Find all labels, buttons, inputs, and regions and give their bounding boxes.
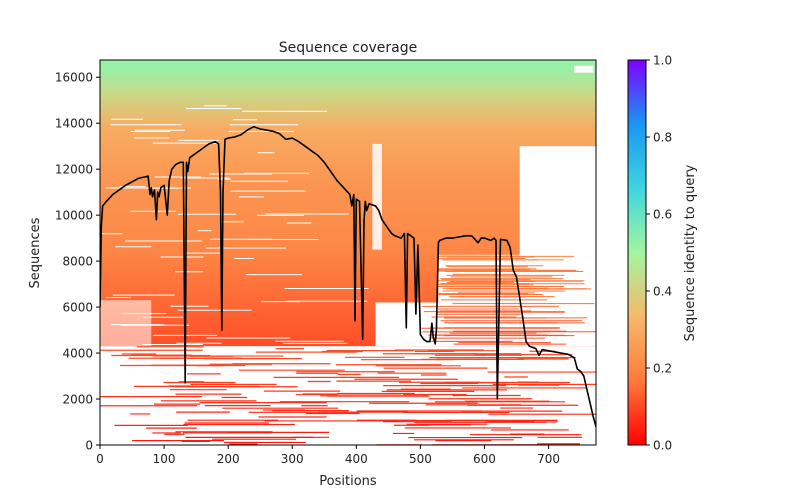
x-tick-label: 400 <box>345 452 368 466</box>
gap-region <box>372 143 382 250</box>
y-tick-label: 14000 <box>55 117 93 131</box>
x-tick-label: 100 <box>153 452 176 466</box>
y-tick-label: 10000 <box>55 209 93 223</box>
gap-region <box>100 300 152 347</box>
gap-region <box>375 302 440 347</box>
x-axis-label: Positions <box>319 474 377 489</box>
colorbar-tick-label: 0.2 <box>653 362 672 376</box>
colorbar-ticks: 0.0 0.2 0.4 0.6 0.8 1.0 <box>646 54 672 453</box>
chart-title: Sequence coverage <box>279 40 418 56</box>
y-axis: 0 2000 4000 6000 8000 10000 12000 14000 16000 <box>55 71 100 453</box>
colorbar: 0.0 0.2 0.4 0.6 0.8 1.0 Sequence identity to … <box>627 54 698 453</box>
plot-frame <box>99 59 597 446</box>
y-axis-label: Sequences <box>28 217 43 288</box>
y-tick-label: 12000 <box>55 163 93 177</box>
y-tick-label: 4000 <box>62 347 93 361</box>
colorbar-tick-label: 0.6 <box>653 208 672 222</box>
y-tick-label: 0 <box>85 439 93 453</box>
y-tick-label: 8000 <box>62 255 93 269</box>
x-tick-label: 300 <box>281 452 304 466</box>
coverage-line <box>100 125 596 427</box>
gap-region <box>519 146 596 347</box>
colorbar-gradient <box>627 59 647 446</box>
x-tick-label: 600 <box>473 452 496 466</box>
plot-area <box>100 60 596 445</box>
x-tick-label: 500 <box>409 452 432 466</box>
colorbar-tick-label: 0.0 <box>653 439 672 453</box>
colorbar-tick-label: 0.8 <box>653 131 672 145</box>
x-tick-label: 200 <box>217 452 240 466</box>
colorbar-tick-label: 1.0 <box>653 54 672 68</box>
x-tick-label: 0 <box>96 452 104 466</box>
x-axis: 0 100 200 300 400 500 600 700 <box>96 445 560 466</box>
gap-region <box>574 65 594 73</box>
low-coverage-rows <box>100 105 596 445</box>
y-tick-label: 16000 <box>55 71 93 85</box>
colorbar-label: Sequence identity to query <box>683 164 698 341</box>
colorbar-tick-label: 0.4 <box>653 285 672 299</box>
x-tick-label: 700 <box>537 452 560 466</box>
y-tick-label: 2000 <box>62 393 93 407</box>
y-tick-label: 6000 <box>62 301 93 315</box>
